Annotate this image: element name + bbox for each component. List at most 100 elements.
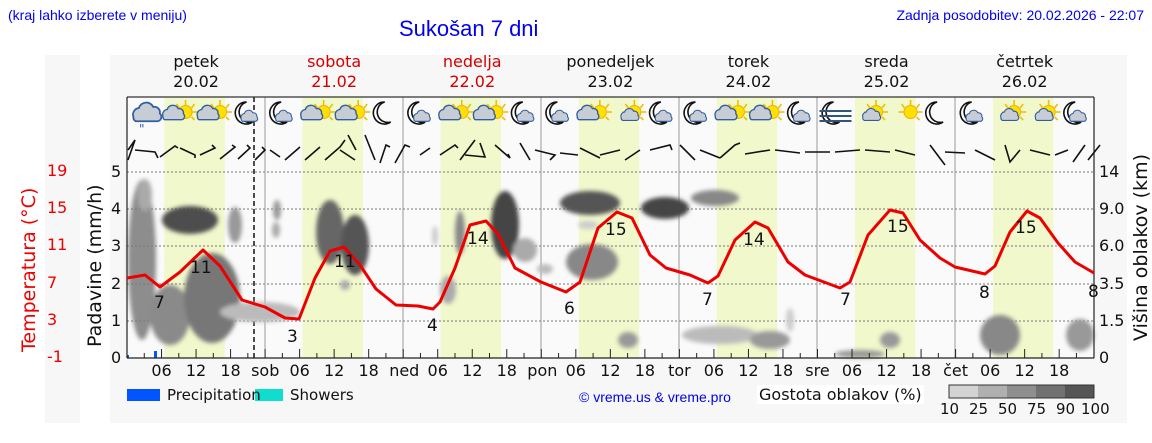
cloud-height-tick: 3.5	[1099, 274, 1125, 293]
temperature-axis-panel	[45, 55, 80, 423]
cloud-height-tick: 14	[1099, 162, 1120, 181]
x-tick: 06	[289, 361, 310, 380]
day-name: petek	[173, 52, 219, 71]
temp-annotation: 11	[190, 258, 212, 278]
temp-tick: 19	[47, 161, 68, 180]
showers-legend-label: Showers	[290, 386, 354, 404]
day-name: nedelja	[442, 52, 502, 71]
x-tick: sre	[805, 361, 830, 380]
last-update: Zadnja posodobitev: 20.02.2026 - 22:07	[896, 7, 1144, 23]
x-tick: čet	[943, 361, 969, 380]
temp-annotation: 8	[1088, 282, 1099, 302]
showers-swatch	[255, 389, 283, 401]
x-tick: 06	[151, 361, 172, 380]
temp-annotation: 14	[467, 229, 489, 249]
page-title: Sukošan 7 dni	[399, 16, 539, 41]
wind-barbs	[127, 134, 1101, 166]
density-tick: 100	[1081, 400, 1110, 418]
temperature-annotations: 7 11 3 11 4 14 6 15 7 14 7 15 8 15 8	[154, 217, 1099, 347]
day-date: 20.02	[173, 72, 219, 91]
moon-fog-icon	[819, 101, 852, 125]
density-tick: 90	[1056, 400, 1076, 418]
precip-tick: 3	[111, 236, 122, 255]
precipitation-swatch	[127, 389, 160, 401]
density-tick: 75	[1027, 400, 1047, 418]
weather-icons: "	[132, 99, 1087, 136]
day-date: 22.02	[449, 72, 496, 91]
precip-tick: 4	[111, 199, 122, 218]
day-header: četrtek 26.02	[955, 52, 1095, 92]
day-date: 21.02	[311, 72, 358, 91]
x-tick: 12	[462, 361, 483, 380]
temp-annotation: 6	[564, 299, 575, 319]
x-tick: tor	[668, 361, 691, 380]
temp-annotation: 15	[605, 220, 627, 240]
temp-tick: 11	[47, 235, 68, 254]
x-tick: 12	[600, 361, 621, 380]
x-tick: 18	[910, 361, 932, 380]
region-hint-link[interactable]: (kraj lahko izberete v meniju)	[8, 7, 187, 23]
x-tick: 12	[738, 361, 759, 380]
credit-link[interactable]: © vreme.us & vreme.pro	[579, 389, 731, 405]
precip-tick: 5	[111, 162, 122, 181]
x-tick: 12	[1014, 361, 1035, 380]
day-name: četrtek	[996, 52, 1054, 71]
x-tick: 18	[1048, 361, 1070, 380]
day-name: torek	[727, 52, 770, 71]
temp-annotation: 11	[334, 252, 356, 272]
precip-bar	[154, 351, 157, 358]
precip-tick: 0	[111, 348, 122, 367]
x-tick: 12	[185, 361, 207, 380]
x-tick: 18	[220, 361, 241, 380]
day-name: sreda	[864, 52, 909, 71]
x-tick: 18	[634, 361, 656, 380]
temp-tick: 7	[47, 273, 58, 292]
day-header: petek 20.02	[126, 52, 266, 92]
cloud-height-tick: 6.0	[1099, 236, 1125, 255]
x-tick: 18	[358, 361, 379, 380]
day-date: 25.02	[863, 72, 910, 91]
temp-annotation: 15	[1015, 218, 1037, 238]
temp-tick: 15	[47, 198, 68, 217]
x-tick: 06	[979, 361, 1001, 380]
day-header: sobota 21.02	[264, 52, 404, 92]
temp-tick: 3	[47, 310, 58, 329]
x-tick: 06	[427, 361, 448, 380]
x-tick: 12	[876, 361, 897, 380]
temp-annotation: 7	[154, 293, 165, 313]
cloud-density-scale	[948, 384, 1095, 399]
temperature-line	[126, 208, 1095, 321]
density-tick: 50	[998, 400, 1018, 418]
rain-cloud-icon: "	[132, 101, 163, 136]
day-header: nedelja 22.02	[402, 52, 542, 92]
temp-annotation: 3	[287, 327, 298, 347]
cloud-density-label: Gostota oblakov (%)	[757, 385, 924, 404]
temp-annotation: 14	[743, 230, 765, 250]
x-tick: ned	[389, 361, 420, 380]
day-date: 26.02	[1001, 72, 1048, 91]
temp-annotation: 7	[702, 290, 713, 310]
cloud-density-map	[128, 179, 1094, 358]
x-tick: 06	[703, 361, 725, 380]
density-tick: 10	[940, 400, 960, 418]
x-tick: 06	[565, 361, 586, 380]
day-header: torek 24.02	[678, 52, 818, 92]
x-tick: 18	[772, 361, 794, 380]
temp-annotation: 8	[979, 283, 990, 303]
day-date: 24.02	[725, 72, 772, 91]
gridlines	[127, 171, 1094, 322]
day-name: sobota	[307, 52, 362, 71]
density-tick: 25	[969, 400, 989, 418]
day-header: sreda 25.02	[817, 52, 957, 92]
cloud-height-tick: 9.0	[1099, 199, 1125, 218]
cloud-height-tick: 0	[1099, 348, 1110, 367]
x-tick: sob	[251, 361, 280, 380]
precip-bar	[127, 355, 129, 358]
day-date: 23.02	[587, 72, 634, 91]
temp-tick: -1	[47, 347, 63, 366]
temp-annotation: 4	[427, 316, 438, 336]
temp-annotation: 15	[887, 217, 909, 237]
cloud-height-tick: 1.5	[1099, 311, 1125, 330]
x-tick: 12	[323, 361, 345, 380]
